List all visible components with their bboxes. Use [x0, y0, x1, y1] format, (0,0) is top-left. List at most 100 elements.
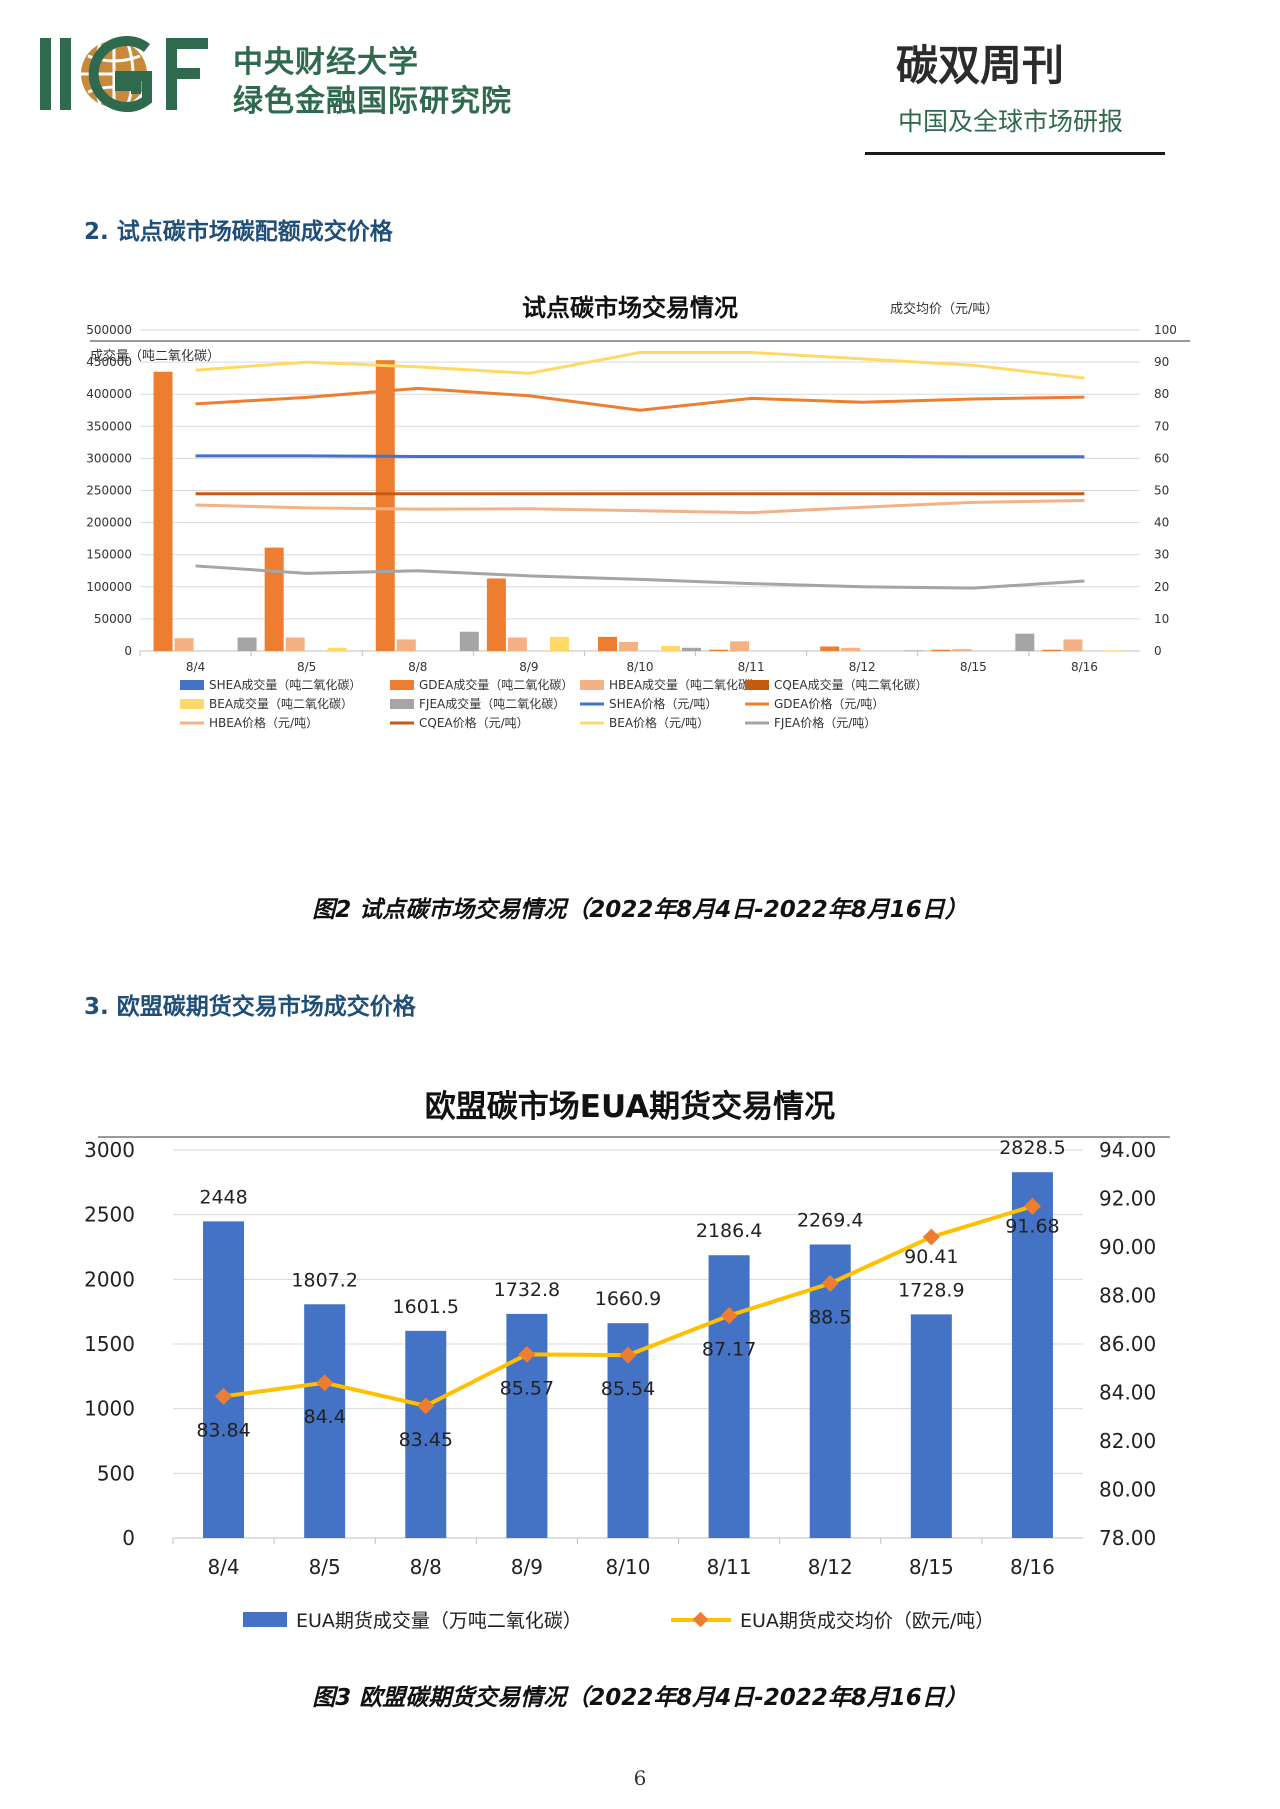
legend-label: GDEA成交量（吨二氧化碳） [419, 677, 573, 692]
line-data-label: 83.45 [399, 1429, 453, 1451]
x-tick-label: 8/11 [707, 1555, 752, 1579]
legend-swatch-eua-volume [243, 1612, 287, 1627]
x-tick-label: 8/16 [1010, 1555, 1055, 1579]
left-axis-ticks: 0 500 1000 1500 2000 2500 3000 [84, 1138, 135, 1550]
logo-f-top [166, 38, 208, 49]
x-tick-label: 8/10 [606, 1555, 651, 1579]
legend-label: CQEA价格（元/吨） [419, 715, 529, 730]
bar-data-label: 1807.2 [291, 1269, 357, 1291]
figure-2-caption: 图2 试点碳市场交易情况（2022年8月4日-2022年8月16日） [312, 897, 968, 923]
bar-hbea-8/9 [507, 637, 527, 651]
y-tick-label: 400000 [86, 387, 132, 401]
line-data-label: 85.57 [500, 1377, 554, 1399]
left-axis-ticks: 0 50000 100000 150000 200000 250000 300000 3500… [86, 323, 132, 658]
legend-label: FJEA成交量（吨二氧化碳） [419, 696, 565, 711]
bar-hbea-8/8 [396, 639, 416, 651]
y-tick-label: 0 [122, 1526, 135, 1550]
logo-globe-grid [81, 41, 147, 107]
legend-label: SHEA价格（元/吨） [609, 696, 717, 711]
logo-bar-2 [60, 38, 71, 110]
bar-data-label: 2269.4 [797, 1209, 863, 1231]
line-hbea-price [195, 498, 1085, 515]
logo-g-shape [88, 36, 152, 112]
legend-swatch-bar-fjea [390, 699, 414, 709]
legend-label: BEA成交量（吨二氧化碳） [209, 696, 353, 711]
y-tick-label: 3000 [84, 1138, 135, 1162]
y2-tick-label: 20 [1154, 580, 1169, 594]
bar-gdea-8/9 [486, 578, 506, 651]
section-heading-eu-market: 3. 欧盟碳期货交易市场成交价格 [84, 994, 416, 1020]
bar-gdea-8/12 [820, 646, 840, 651]
line-data-label: 91.68 [1005, 1215, 1059, 1237]
line-data-label: 83.84 [196, 1419, 250, 1441]
x-tick-label: 8/15 [909, 1555, 954, 1579]
legend-swatch-bar-gdea [390, 680, 414, 690]
line-data-label: 88.5 [809, 1306, 851, 1328]
bar-hbea-8/12 [841, 647, 861, 651]
bar-fjea-8/10 [682, 647, 701, 651]
right-axis-label: 成交均价（元/吨） [890, 301, 998, 317]
bar-eua-volume-8/12 [809, 1244, 851, 1538]
y2-tick-label: 100 [1154, 323, 1177, 337]
line-bea-price [195, 350, 1085, 380]
legend-swatch-bar-bea [180, 699, 204, 709]
publication-title: 碳双周刊 [896, 41, 1065, 90]
price-lines [195, 350, 1085, 590]
y-tick-label: 150000 [86, 548, 132, 562]
publication-subtitle: 中国及全球市场研报 [898, 107, 1124, 136]
bar-eua-volume-8/11 [708, 1255, 750, 1538]
marker-eua-price-8/10 [619, 1346, 637, 1364]
bar-hbea-8/15 [952, 649, 972, 651]
y2-tick-label: 70 [1154, 419, 1169, 433]
x-tick-label: 8/4 [207, 1555, 239, 1579]
x-tick-label: 8/5 [309, 1555, 341, 1579]
bar-gdea-8/8 [375, 360, 395, 651]
y-tick-label: 450000 [86, 355, 132, 369]
bar-data-label: 1660.9 [595, 1288, 661, 1310]
bar-eua-volume-8/16 [1011, 1172, 1053, 1538]
logo-f-mid [166, 68, 200, 79]
legend-swatch-bar-cqea [745, 680, 769, 690]
bar-data-label: 1728.9 [898, 1279, 964, 1301]
line-gdea-price [195, 386, 1085, 412]
bar-fjea-8/8 [459, 631, 479, 651]
line-data-label: 87.17 [702, 1339, 756, 1361]
bar-eua-volume-8/8 [405, 1330, 447, 1538]
y2-tick-label: 86.00 [1099, 1332, 1156, 1356]
x-tick-label: 8/15 [960, 660, 987, 674]
legend-label: SHEA成交量（吨二氧化碳） [209, 677, 361, 692]
volume-bars [203, 1172, 1053, 1538]
bar-hbea-8/4 [174, 638, 194, 651]
legend-label: CQEA成交量（吨二氧化碳） [774, 677, 928, 692]
left-axis-label: 成交量（吨二氧化碳） [90, 348, 220, 364]
y-tick-label: 200000 [86, 516, 132, 530]
y-tick-label: 50000 [94, 612, 132, 626]
y-tick-label: 500000 [86, 323, 132, 337]
y2-tick-label: 82.00 [1099, 1429, 1156, 1453]
volume-data-labels: 2448 1807.2 1601.5 1732.8 1660.9 2186.4 2269.4… [199, 1137, 1065, 1318]
figure-3-caption: 图3 欧盟碳期货交易情况（2022年8月4日-2022年8月16日） [312, 1685, 968, 1711]
x-axis-ticks: 8/4 8/5 8/8 8/9 8/10 8/11 8/12 8/15 8/16 [172, 1538, 1055, 1579]
right-axis-ticks: 78.00 80.00 82.00 84.00 86.00 88.00 90.00 92.00… [1099, 1138, 1156, 1550]
legend-label: FJEA价格（元/吨） [774, 715, 876, 730]
x-tick-label: 8/9 [519, 660, 538, 674]
x-tick-label: 8/8 [408, 660, 427, 674]
line-data-label: 84.4 [304, 1406, 346, 1428]
x-axis-ticks: 8/4 8/5 8/8 8/9 8/10 8/11 8/12 8/15 8/16 [139, 651, 1098, 674]
bar-hbea-8/10 [619, 642, 638, 651]
y-tick-label: 350000 [86, 419, 132, 433]
chart-title: 欧盟碳市场EUA期货交易情况 [425, 1089, 835, 1125]
bar-eua-volume-8/4 [203, 1221, 245, 1538]
y-tick-label: 250000 [86, 484, 132, 498]
marker-eua-price-8/15 [922, 1228, 940, 1246]
bar-gdea-8/15 [931, 649, 951, 651]
bar-bea-8/16 [1105, 650, 1125, 651]
y2-tick-label: 40 [1154, 516, 1169, 530]
marker-eua-price-8/5 [316, 1374, 334, 1392]
x-tick-label: 8/10 [627, 660, 654, 674]
line-shea-price [195, 454, 1085, 459]
volume-bars [153, 360, 1125, 651]
legend-label: GDEA价格（元/吨） [774, 696, 884, 711]
bar-eua-volume-8/5 [304, 1304, 346, 1538]
legend-label: EUA期货成交均价（欧元/吨） [740, 1610, 994, 1632]
